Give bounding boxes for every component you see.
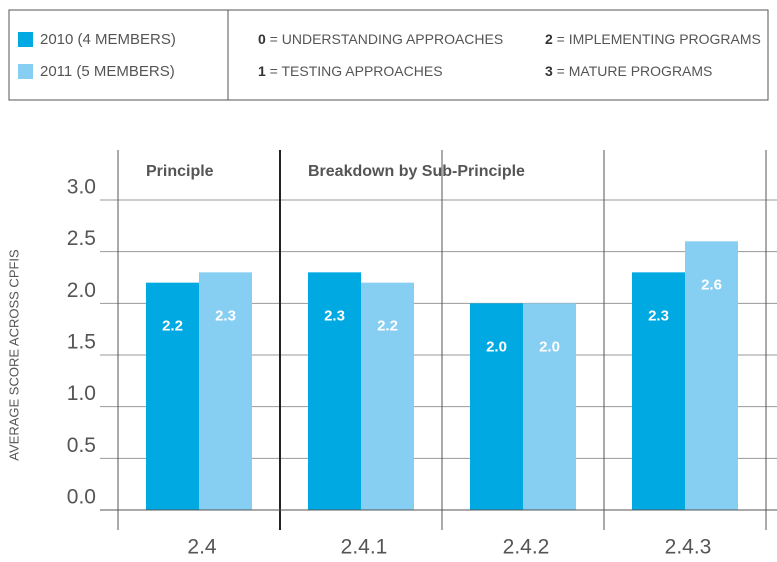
scale-key-score: 3	[545, 63, 553, 79]
y-tick-label: 0.5	[67, 434, 96, 457]
scale-key-label: = MATURE PROGRAMS	[553, 63, 713, 79]
data-label: 2.2	[162, 318, 183, 335]
group-label: Principle	[146, 163, 214, 180]
data-label: 2.3	[648, 307, 669, 324]
y-tick-label: 3.0	[67, 176, 96, 199]
y-tick-label: 1.0	[67, 382, 96, 405]
group-label: Breakdown by Sub-Principle	[308, 163, 525, 180]
legend-label: 2010 (4 MEMBERS)	[40, 31, 176, 48]
x-tick-label: 2.4.1	[341, 536, 388, 559]
bar	[470, 303, 523, 510]
scale-key-score: 2	[545, 31, 553, 47]
data-label: 2.6	[701, 276, 722, 293]
data-label: 2.0	[539, 338, 560, 355]
legend-swatch	[18, 64, 33, 79]
data-label: 2.3	[215, 307, 236, 324]
scale-key: 0 = UNDERSTANDING APPROACHES	[258, 31, 503, 47]
scale-key-label: = IMPLEMENTING PROGRAMS	[553, 31, 761, 47]
bar	[199, 272, 252, 510]
scale-key-label: = TESTING APPROACHES	[266, 63, 443, 79]
y-tick-label: 0.0	[67, 486, 96, 509]
bar	[632, 272, 685, 510]
data-label: 2.2	[377, 318, 398, 335]
legend-swatch	[18, 32, 33, 47]
bar	[685, 241, 738, 511]
y-tick-label: 1.5	[67, 331, 96, 354]
scale-key-label: = UNDERSTANDING APPROACHES	[266, 31, 503, 47]
y-tick-label: 2.5	[67, 227, 96, 250]
x-tick-label: 2.4	[187, 536, 217, 559]
legend-label: 2011 (5 MEMBERS)	[40, 63, 175, 80]
scale-key: 2 = IMPLEMENTING PROGRAMS	[545, 31, 761, 47]
data-label: 2.0	[486, 338, 507, 355]
y-tick-label: 2.0	[67, 279, 96, 302]
bar	[361, 282, 414, 510]
scale-key: 1 = TESTING APPROACHES	[258, 63, 443, 79]
y-axis-label: AVERAGE SCORE ACROSS CPFIS	[6, 249, 21, 461]
scale-key-score: 1	[258, 63, 266, 79]
x-tick-label: 2.4.2	[503, 536, 550, 559]
scale-key-score: 0	[258, 31, 266, 47]
bar	[308, 272, 361, 510]
x-tick-label: 2.4.3	[665, 536, 712, 559]
data-label: 2.3	[324, 307, 345, 324]
bar	[523, 303, 576, 510]
legend-box	[8, 9, 769, 101]
bar	[146, 282, 199, 510]
scale-key: 3 = MATURE PROGRAMS	[545, 63, 712, 79]
